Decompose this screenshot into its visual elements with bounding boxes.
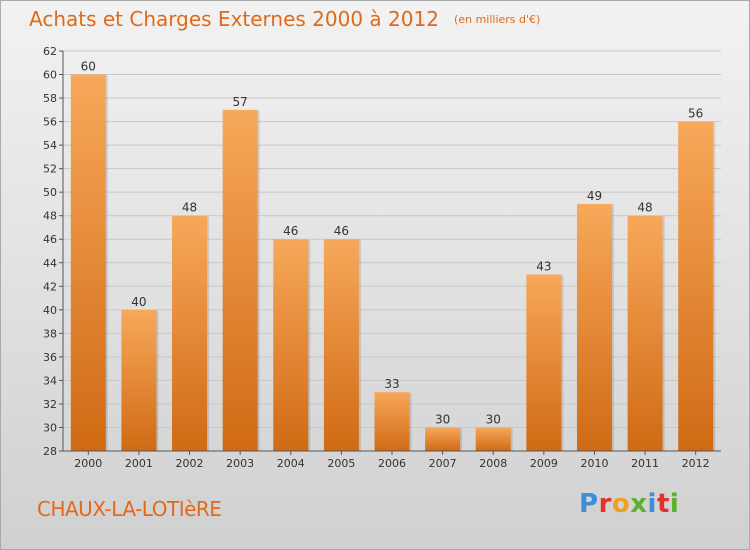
logo-letter: x: [630, 489, 648, 519]
bar-2007: [425, 427, 461, 451]
bar-2009: [526, 274, 562, 451]
x-tick-label: 2008: [479, 457, 507, 470]
x-tick-label: 2006: [378, 457, 406, 470]
bar-2005: [323, 239, 359, 451]
x-tick-label: 2009: [530, 457, 558, 470]
y-tick-label: 30: [43, 421, 57, 434]
data-label: 30: [435, 412, 450, 426]
title-row: Achats et Charges Externes 2000 à 2012 (…: [29, 7, 540, 31]
y-tick-label: 34: [43, 374, 57, 387]
data-label: 43: [536, 260, 551, 274]
y-tick-label: 50: [43, 186, 57, 199]
y-tick-label: 52: [43, 163, 57, 176]
x-tick-label: 2004: [277, 457, 305, 470]
bar-2012: [678, 121, 714, 452]
bar-2000: [70, 74, 106, 451]
x-tick-label: 2007: [429, 457, 457, 470]
x-tick-label: 2003: [226, 457, 254, 470]
commune-name: CHAUX-LA-LOTIèRE: [37, 497, 222, 521]
y-tick-label: 60: [43, 69, 57, 82]
bar-2010: [576, 203, 612, 451]
bar-2004: [273, 239, 309, 451]
data-label: 33: [384, 377, 399, 391]
bar-2001: [121, 309, 157, 451]
data-label: 49: [587, 189, 602, 203]
logo-letter: o: [611, 489, 631, 519]
y-tick-label: 28: [43, 445, 57, 458]
data-label: 60: [81, 60, 96, 74]
x-tick-label: 2012: [682, 457, 710, 470]
logo-letter: i: [647, 489, 657, 519]
y-tick-label: 38: [43, 327, 57, 340]
data-label: 57: [233, 95, 248, 109]
data-label: 46: [283, 224, 298, 238]
logo-letter: t: [656, 489, 670, 519]
data-label: 56: [688, 107, 703, 121]
bar-2002: [172, 215, 208, 451]
y-tick-label: 62: [43, 45, 57, 58]
y-tick-label: 44: [43, 257, 57, 270]
data-label: 48: [182, 201, 197, 215]
y-tick-label: 32: [43, 398, 57, 411]
logo-letter: r: [598, 489, 612, 519]
x-tick-label: 2005: [327, 457, 355, 470]
logo-letter: i: [669, 489, 680, 519]
x-tick-label: 2010: [580, 457, 608, 470]
bar-2003: [222, 109, 258, 451]
x-tick-label: 2002: [176, 457, 204, 470]
y-tick-label: 48: [43, 210, 57, 223]
x-tick-label: 2001: [125, 457, 153, 470]
y-tick-label: 58: [43, 92, 57, 105]
axes: [59, 50, 721, 455]
y-tick-label: 54: [43, 139, 57, 152]
data-label: 48: [637, 201, 652, 215]
bars: [70, 74, 716, 452]
x-tick-label: 2011: [631, 457, 659, 470]
chart-subtitle: (en milliers d'€): [454, 13, 541, 26]
y-tick-label: 40: [43, 304, 57, 317]
x-tick-label: 2000: [74, 457, 102, 470]
bar-2006: [374, 392, 410, 451]
y-tick-label: 36: [43, 351, 57, 364]
proxiti-logo: Proxiti: [579, 489, 679, 519]
y-tick-label: 56: [43, 116, 57, 129]
y-tick-label: 42: [43, 280, 57, 293]
chart-title: Achats et Charges Externes 2000 à 2012: [29, 7, 439, 31]
bar-2008: [475, 427, 511, 451]
bar-2011: [627, 215, 663, 451]
logo-letter: P: [579, 489, 599, 519]
y-tick-label: 46: [43, 233, 57, 246]
data-label: 46: [334, 224, 349, 238]
data-label: 30: [486, 412, 501, 426]
labels: 28 30 32 34 36 38 40 42 44 46 48 50 52 54 56 58 60 62 60 20…: [43, 45, 710, 470]
data-label: 40: [131, 295, 146, 309]
